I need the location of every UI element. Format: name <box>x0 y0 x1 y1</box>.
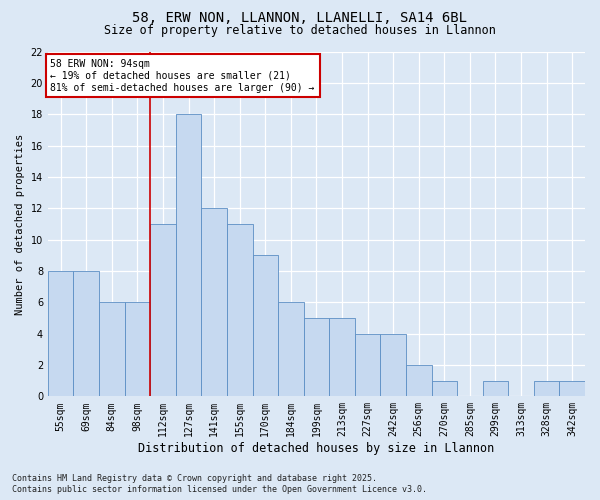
Bar <box>482 380 508 396</box>
X-axis label: Distribution of detached houses by size in Llannon: Distribution of detached houses by size … <box>139 442 494 455</box>
Bar <box>176 114 202 397</box>
Bar <box>202 208 227 396</box>
Y-axis label: Number of detached properties: Number of detached properties <box>15 134 25 314</box>
Text: Contains HM Land Registry data © Crown copyright and database right 2025.
Contai: Contains HM Land Registry data © Crown c… <box>12 474 427 494</box>
Text: Size of property relative to detached houses in Llannon: Size of property relative to detached ho… <box>104 24 496 37</box>
Bar <box>329 318 355 396</box>
Bar <box>73 271 99 396</box>
Bar <box>559 380 585 396</box>
Bar <box>99 302 125 396</box>
Bar <box>380 334 406 396</box>
Bar <box>48 271 73 396</box>
Bar <box>125 302 150 396</box>
Bar <box>150 224 176 396</box>
Bar <box>431 380 457 396</box>
Bar <box>227 224 253 396</box>
Bar <box>278 302 304 396</box>
Bar <box>304 318 329 396</box>
Bar <box>253 256 278 396</box>
Bar <box>406 365 431 396</box>
Bar <box>534 380 559 396</box>
Bar <box>355 334 380 396</box>
Text: 58, ERW NON, LLANNON, LLANELLI, SA14 6BL: 58, ERW NON, LLANNON, LLANELLI, SA14 6BL <box>133 11 467 25</box>
Text: 58 ERW NON: 94sqm
← 19% of detached houses are smaller (21)
81% of semi-detached: 58 ERW NON: 94sqm ← 19% of detached hous… <box>50 60 315 92</box>
